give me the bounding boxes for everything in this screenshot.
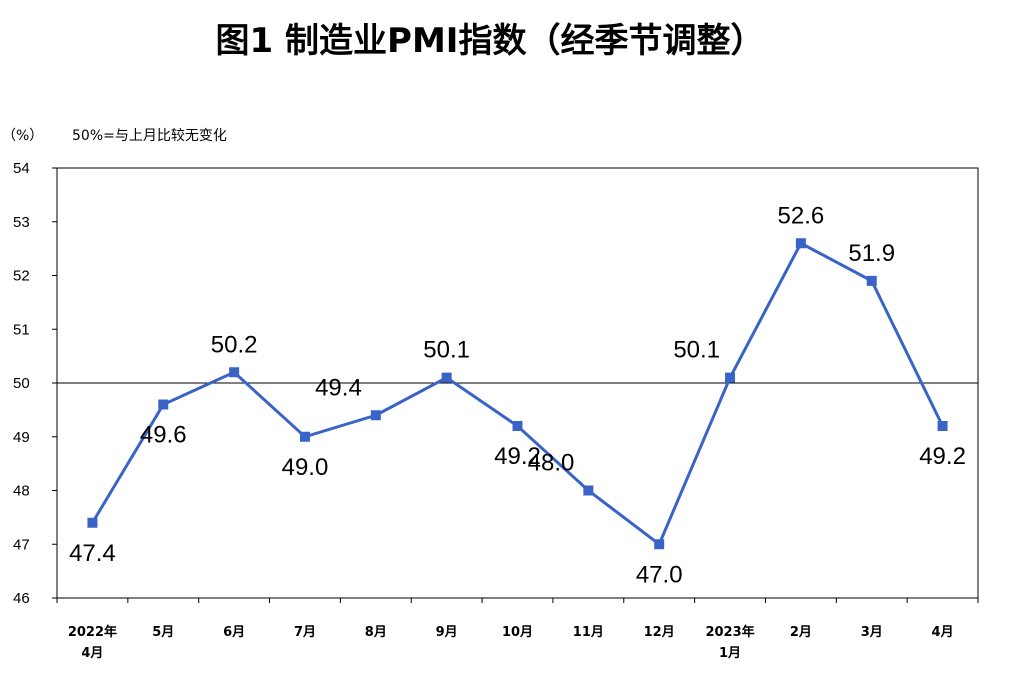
x-tick-label: 6月 xyxy=(223,625,245,640)
data-point xyxy=(654,539,665,550)
data-point xyxy=(937,421,948,431)
data-point xyxy=(866,275,877,286)
data-point xyxy=(441,372,452,383)
data-label: 47.0 xyxy=(636,561,683,588)
series-line xyxy=(91,241,944,547)
data-point xyxy=(583,485,594,496)
x-tick-label: 2023年 xyxy=(705,624,754,640)
data-label: 49.0 xyxy=(282,454,329,481)
x-tick-label: 12月 xyxy=(644,625,675,640)
x-tick-label: 2022年 xyxy=(68,624,117,640)
series-pmi xyxy=(87,238,948,550)
data-point xyxy=(370,410,381,421)
y-unit-label: （%） xyxy=(2,128,43,144)
data-label: 52.6 xyxy=(778,202,825,229)
x-tick-label: 10月 xyxy=(502,625,533,640)
x-tick-label: 7月 xyxy=(294,625,316,640)
y-axis: 46 47 48 49 50 51 52 53 54 xyxy=(13,160,57,607)
x-tick-label: 3月 xyxy=(861,625,883,640)
data-label: 48.0 xyxy=(528,450,575,477)
data-point xyxy=(87,517,98,528)
y-tick-label: 53 xyxy=(13,214,30,231)
data-label: 49.2 xyxy=(919,443,966,470)
x-tick-label: 4月 xyxy=(81,646,103,661)
data-label: 49.6 xyxy=(140,422,187,449)
reference-note: 50%=与上月比较无变化 xyxy=(72,128,227,144)
data-point xyxy=(229,367,240,378)
x-axis: 2022年 4月 5月 6月 7月 8月 9月 10月 11月 12月 2023年 1月 2月 3月 4月 xyxy=(56,598,979,661)
data-label: 50.2 xyxy=(211,331,258,358)
data-point xyxy=(158,399,169,410)
y-tick-label: 54 xyxy=(13,160,30,177)
y-tick-label: 47 xyxy=(13,536,30,553)
data-label: 47.4 xyxy=(69,540,116,567)
data-label: 51.9 xyxy=(848,240,895,267)
y-tick-label: 49 xyxy=(13,429,30,446)
y-tick-label: 52 xyxy=(13,268,30,285)
x-tick-label: 1月 xyxy=(719,646,741,661)
data-label: 49.2 xyxy=(494,443,541,470)
y-tick-label: 48 xyxy=(13,483,30,500)
x-tick-label: 9月 xyxy=(436,625,458,640)
y-tick-label: 51 xyxy=(13,321,30,338)
data-point xyxy=(795,238,806,249)
data-label: 50.1 xyxy=(423,337,470,364)
y-tick-label: 46 xyxy=(13,590,30,607)
data-point xyxy=(512,421,523,431)
data-label: 50.1 xyxy=(673,337,720,364)
data-labels: 47.449.650.249.049.450.149.248.047.050.1… xyxy=(69,202,966,588)
data-point xyxy=(725,372,736,383)
x-tick-label: 8月 xyxy=(365,625,387,640)
data-label: 49.4 xyxy=(315,374,362,401)
x-tick-label: 11月 xyxy=(573,625,604,640)
x-tick-label: 5月 xyxy=(152,625,174,640)
x-tick-label: 2月 xyxy=(790,625,812,640)
x-tick-label: 4月 xyxy=(932,625,954,640)
y-tick-label: 50 xyxy=(13,375,30,392)
data-point xyxy=(299,431,310,442)
chart-title: 图1 制造业PMI指数（经季节调整） xyxy=(216,21,765,61)
